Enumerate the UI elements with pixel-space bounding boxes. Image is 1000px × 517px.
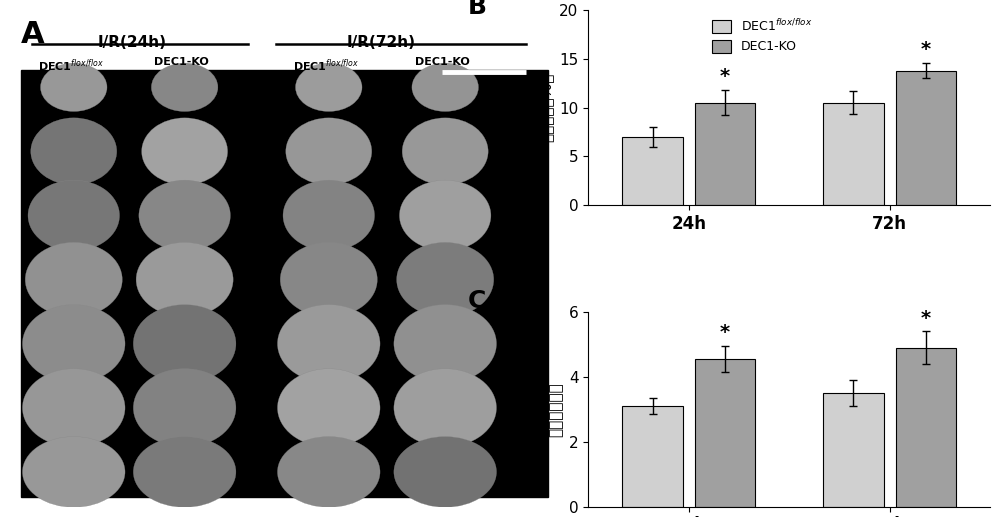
Text: *: * [720,323,730,342]
Bar [823,393,884,507]
Ellipse shape [412,63,478,112]
Text: DEC1-KO: DEC1-KO [154,57,209,68]
Ellipse shape [22,369,125,447]
Text: A: A [21,20,45,49]
Ellipse shape [402,118,488,185]
Bar [896,71,956,205]
Ellipse shape [151,63,218,112]
Ellipse shape [139,180,230,251]
Ellipse shape [397,242,494,317]
Bar [823,103,884,205]
Ellipse shape [142,118,228,185]
Text: *: * [921,40,931,59]
Text: DEC1-KO: DEC1-KO [415,57,470,68]
Text: DEC1$^{flox/flox}$: DEC1$^{flox/flox}$ [38,57,104,74]
Bar [896,348,956,507]
Ellipse shape [28,180,119,251]
Text: DEC1$^{flox/flox}$: DEC1$^{flox/flox}$ [293,57,359,74]
Ellipse shape [133,369,236,447]
Ellipse shape [394,436,496,507]
Ellipse shape [25,242,122,317]
Ellipse shape [277,305,380,383]
Ellipse shape [283,180,375,251]
Ellipse shape [133,305,236,383]
Y-axis label: 棒死体积（%）: 棒死体积（%） [539,73,554,142]
Text: I/R(72h): I/R(72h) [347,35,416,50]
Bar [622,406,683,507]
Legend: DEC1$^{flox/flox}$, DEC1-KO: DEC1$^{flox/flox}$, DEC1-KO [707,13,817,58]
Ellipse shape [22,305,125,383]
Bar [622,137,683,205]
Ellipse shape [296,63,362,112]
Ellipse shape [31,118,117,185]
Ellipse shape [133,436,236,507]
Y-axis label: 神经功能评分: 神经功能评分 [548,382,563,437]
Text: *: * [921,309,931,328]
Text: B: B [468,0,487,19]
Ellipse shape [22,436,125,507]
Bar [695,103,755,205]
Text: I/R(24h): I/R(24h) [97,35,166,50]
Ellipse shape [286,118,372,185]
Ellipse shape [40,63,107,112]
Ellipse shape [394,305,496,383]
Ellipse shape [280,242,377,317]
Ellipse shape [399,180,491,251]
Ellipse shape [136,242,233,317]
Bar [21,70,548,497]
Ellipse shape [277,369,380,447]
Text: *: * [720,67,730,86]
Ellipse shape [277,436,380,507]
Text: C: C [468,288,486,313]
Ellipse shape [394,369,496,447]
Bar [695,359,755,507]
